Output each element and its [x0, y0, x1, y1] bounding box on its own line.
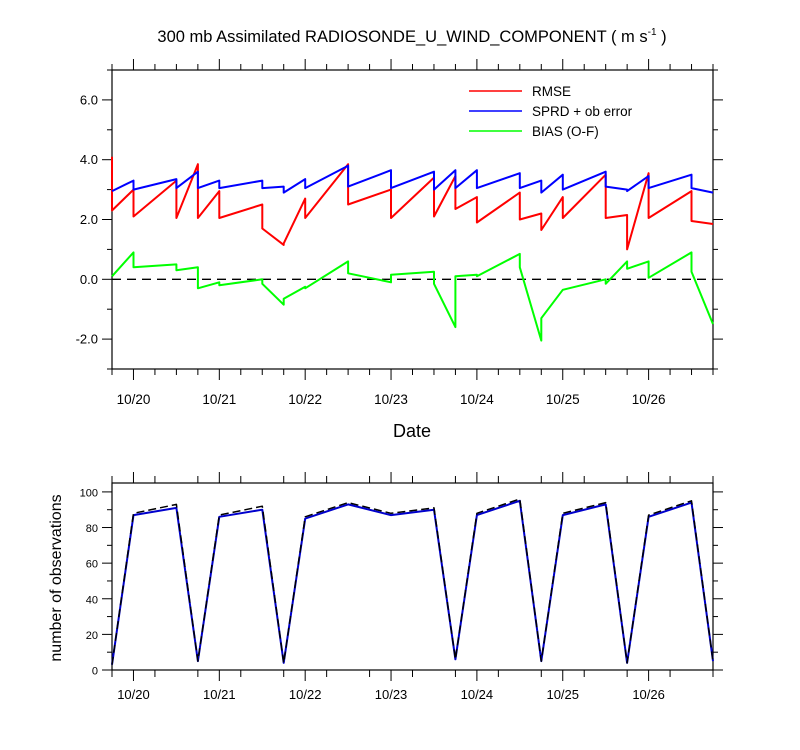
- top-panel-axes: -2.0 0.0 2.0 4.0 6.0 10/20 10/21 10/22 10/23 10/2…: [76, 59, 723, 407]
- series-line-sprd-ob-error: [111, 164, 714, 194]
- y-axis-label-observations: number of observations: [48, 494, 65, 661]
- x-tick-label: 10/23: [374, 392, 408, 407]
- bottom-panel-axes: 0 20 40 60 80 100 10/20 10/21 10/22 10/23 10/24 10/…: [80, 472, 723, 702]
- x-tick-label: 10/20: [117, 687, 150, 702]
- x-tick-label: 10/24: [460, 392, 494, 407]
- top-panel-series: [111, 156, 714, 342]
- x-tick-label: 10/23: [375, 687, 408, 702]
- legend-label: RMSE: [532, 84, 571, 99]
- series-line-possible: [111, 498, 714, 665]
- x-tick-label: 10/26: [632, 392, 666, 407]
- y-tick-label: -2.0: [76, 332, 98, 347]
- x-tick-label: 10/24: [461, 687, 494, 702]
- x-tick-label: 10/25: [546, 392, 580, 407]
- series-line-bias-o-f: [111, 251, 714, 342]
- legend-label: BIAS (O-F): [532, 124, 599, 139]
- y-tick-label: 0: [92, 666, 98, 678]
- chart-title: 300 mb Assimilated RADIOSONDE_U_WIND_COM…: [157, 27, 666, 46]
- y-tick-label: 80: [86, 523, 98, 535]
- y-tick-label: 2.0: [80, 212, 98, 227]
- y-tick-label: 4.0: [80, 152, 98, 167]
- y-tick-label: 100: [80, 487, 98, 499]
- x-tick-label: 10/21: [202, 392, 236, 407]
- x-tick-label: 10/22: [288, 392, 322, 407]
- y-tick-label: 0.0: [80, 272, 98, 287]
- y-tick-label: 6.0: [80, 92, 98, 107]
- x-tick-label: 10/20: [117, 392, 151, 407]
- x-tick-label: 10/26: [632, 687, 665, 702]
- x-axis-label: Date: [393, 421, 431, 441]
- y-tick-label: 60: [86, 559, 98, 571]
- series-line-assimilated: [111, 499, 714, 665]
- legend-label: SPRD + ob error: [532, 104, 633, 119]
- y-tick-label: 40: [86, 594, 98, 606]
- series-line-rmse: [111, 156, 714, 251]
- x-tick-label: 10/21: [203, 687, 236, 702]
- y-tick-label: 20: [86, 630, 98, 642]
- bottom-panel-series: [111, 498, 714, 665]
- x-tick-label: 10/22: [289, 687, 322, 702]
- x-tick-label: 10/25: [546, 687, 579, 702]
- legend: RMSE SPRD + ob error BIAS (O-F): [469, 84, 633, 139]
